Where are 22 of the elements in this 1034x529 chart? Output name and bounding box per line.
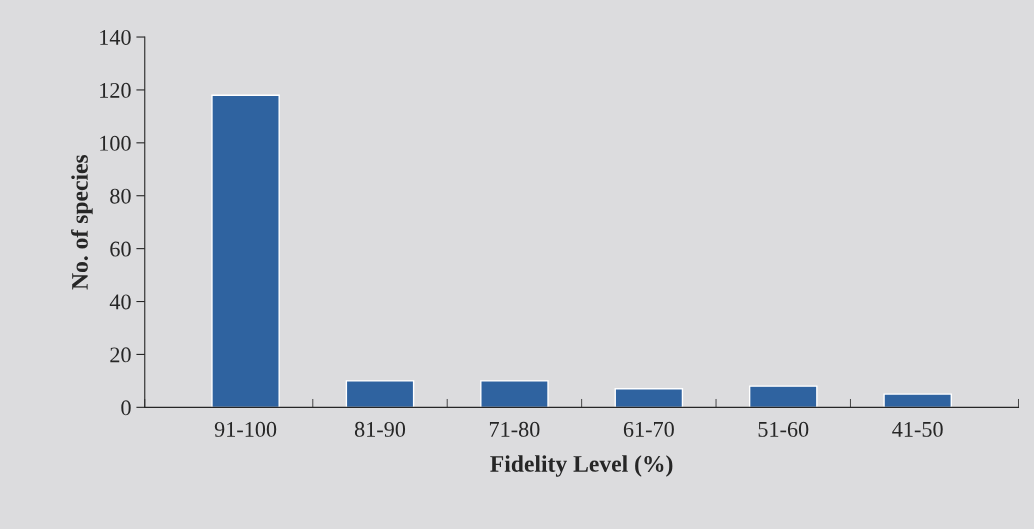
x-tick-label: 71-80 (489, 421, 540, 437)
x-tick-label: 91-100 (214, 421, 277, 437)
bar (345, 380, 415, 408)
bar (748, 385, 818, 408)
y-tick-label: 120 (100, 82, 131, 98)
y-axis-title: No. of species (71, 154, 93, 290)
x-tick-label: 61-70 (623, 421, 674, 437)
bar (614, 388, 684, 408)
bar (480, 380, 549, 408)
y-tick-label: 80 (110, 188, 131, 204)
bar (883, 393, 952, 408)
bar (211, 94, 280, 408)
y-tick-label: 0 (121, 400, 131, 416)
y-tick-label: 20 (110, 347, 131, 363)
y-tick-label: 40 (109, 294, 131, 310)
y-tick-label: 100 (100, 135, 131, 151)
x-axis-title: Fidelity Level (%) (490, 455, 673, 477)
x-tick-label: 81-90 (354, 421, 406, 437)
x-tick-label: 41-50 (892, 421, 943, 437)
y-tick-label: 60 (110, 241, 131, 257)
y-tick-label: 140 (100, 29, 131, 45)
x-tick-label: 51-60 (758, 421, 809, 437)
